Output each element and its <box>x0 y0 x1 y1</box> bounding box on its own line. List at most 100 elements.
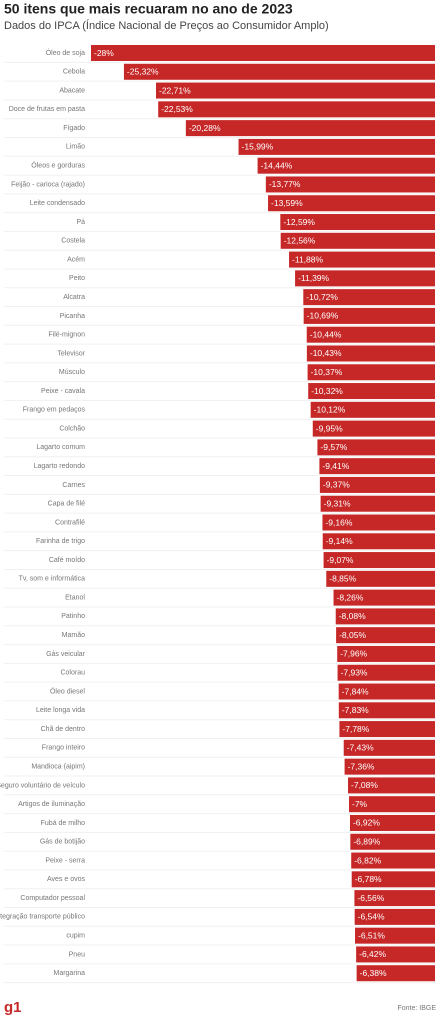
value-label: -10,12% <box>314 405 346 415</box>
value-label: -10,72% <box>306 292 338 302</box>
chart-title: 50 itens que mais recuaram no ano de 202… <box>4 1 293 17</box>
value-label: -9,07% <box>327 555 354 565</box>
y-tick-label: Leite longa vida <box>36 707 85 714</box>
value-label: -15,99% <box>242 142 274 152</box>
value-label: -13,77% <box>269 179 301 189</box>
value-label: -6,82% <box>354 855 381 865</box>
bar <box>91 45 435 61</box>
y-tick-label: Frango inteiro <box>42 745 85 752</box>
y-tick-label: Costela <box>61 238 85 245</box>
value-label: -22,53% <box>161 104 193 114</box>
value-label: -6,89% <box>353 837 380 847</box>
bar <box>320 495 435 512</box>
y-tick-label: Mamão <box>62 632 85 639</box>
bar <box>351 871 435 888</box>
bar <box>319 476 435 493</box>
y-tick-label: Etanol <box>65 594 85 601</box>
value-label: -7,08% <box>351 780 378 790</box>
value-label: -13,59% <box>271 198 303 208</box>
value-label: -7,43% <box>347 743 374 753</box>
y-tick-label: Filé-mignon <box>48 332 85 339</box>
bar <box>333 589 435 606</box>
bar <box>348 777 435 794</box>
y-tick-label: Gás de botijão <box>40 839 85 846</box>
bar <box>123 63 435 80</box>
y-tick-label: Leite condensado <box>30 200 85 207</box>
value-label: -12,59% <box>283 217 315 227</box>
bar <box>158 101 435 118</box>
y-tick-label: Farinha de trigo <box>36 538 85 545</box>
value-label: -6,56% <box>357 893 384 903</box>
bar <box>335 608 435 625</box>
bar <box>336 627 435 644</box>
bar <box>307 364 435 381</box>
bar <box>344 758 435 775</box>
value-label: -6,38% <box>360 968 387 978</box>
y-tick-label: Integração transporte público <box>0 914 85 921</box>
bar <box>289 251 435 268</box>
value-label: -25,32% <box>127 67 159 77</box>
value-label: -6,54% <box>358 912 385 922</box>
y-tick-label: Feijão - carioca (rajado) <box>11 181 85 188</box>
y-tick-label: Carnes <box>62 482 85 489</box>
value-label: -9,31% <box>324 498 351 508</box>
bar <box>303 289 435 306</box>
y-tick-label: Capa de filé <box>48 501 85 508</box>
value-label: -9,16% <box>325 517 352 527</box>
bar <box>323 552 435 569</box>
value-label: -6,92% <box>353 818 380 828</box>
bar <box>280 214 435 231</box>
y-tick-label: Óleo de soja <box>46 48 85 57</box>
y-tick-label: cupim <box>66 933 85 940</box>
value-label: -7,83% <box>342 705 369 715</box>
bar <box>303 307 435 324</box>
value-label: -9,37% <box>323 480 350 490</box>
bar <box>326 570 435 587</box>
chart-subtitle: Dados do IPCA (Índice Nacional de Preços… <box>4 19 329 32</box>
bar <box>268 195 435 212</box>
bar <box>295 270 435 287</box>
y-tick-label: Chã de dentro <box>41 726 85 733</box>
bar <box>356 946 435 963</box>
bar <box>319 458 435 475</box>
bar <box>312 420 435 437</box>
value-label: -9,14% <box>326 536 353 546</box>
value-label: -10,43% <box>310 348 342 358</box>
value-label: -7,84% <box>342 686 369 696</box>
y-tick-label: Fubá de milho <box>41 820 85 827</box>
y-tick-label: Cebola <box>63 69 85 76</box>
y-tick-label: Seguro voluntário de veículo <box>0 782 85 789</box>
bar <box>343 739 435 756</box>
value-label: -6,78% <box>355 874 382 884</box>
y-tick-label: Limão <box>66 144 85 151</box>
y-tick-label: Peito <box>69 275 85 282</box>
bar <box>351 852 435 869</box>
bar <box>185 120 435 137</box>
value-label: -8,08% <box>339 611 366 621</box>
y-tick-label: Gás veicular <box>46 651 86 658</box>
y-tick-label: Picanha <box>60 313 85 320</box>
value-label: -10,44% <box>310 329 342 339</box>
bar <box>349 796 435 813</box>
bar <box>306 345 435 362</box>
y-tick-label: Músculo <box>59 369 85 376</box>
value-label: -10,37% <box>311 367 343 377</box>
value-label: -11,88% <box>292 254 323 264</box>
y-tick-label: Patinho <box>61 613 85 620</box>
value-label: -9,95% <box>316 423 343 433</box>
bar <box>317 439 435 456</box>
y-tick-label: Peixe - serra <box>45 857 85 864</box>
value-label: -20,28% <box>189 123 221 133</box>
bar <box>356 965 435 982</box>
bar <box>339 721 435 738</box>
y-tick-label: Lagarto comum <box>36 444 85 451</box>
y-tick-label: Aves e ovos <box>47 876 86 883</box>
y-tick-label: Computador pessoal <box>20 895 85 902</box>
y-tick-label: Óleos e gorduras <box>31 161 85 170</box>
value-label: -8,26% <box>337 592 364 602</box>
bar <box>349 814 435 831</box>
y-tick-label: Óleo diesel <box>50 686 85 695</box>
value-label: -9,57% <box>320 442 347 452</box>
value-label: -10,69% <box>307 311 339 321</box>
bar <box>238 138 435 155</box>
